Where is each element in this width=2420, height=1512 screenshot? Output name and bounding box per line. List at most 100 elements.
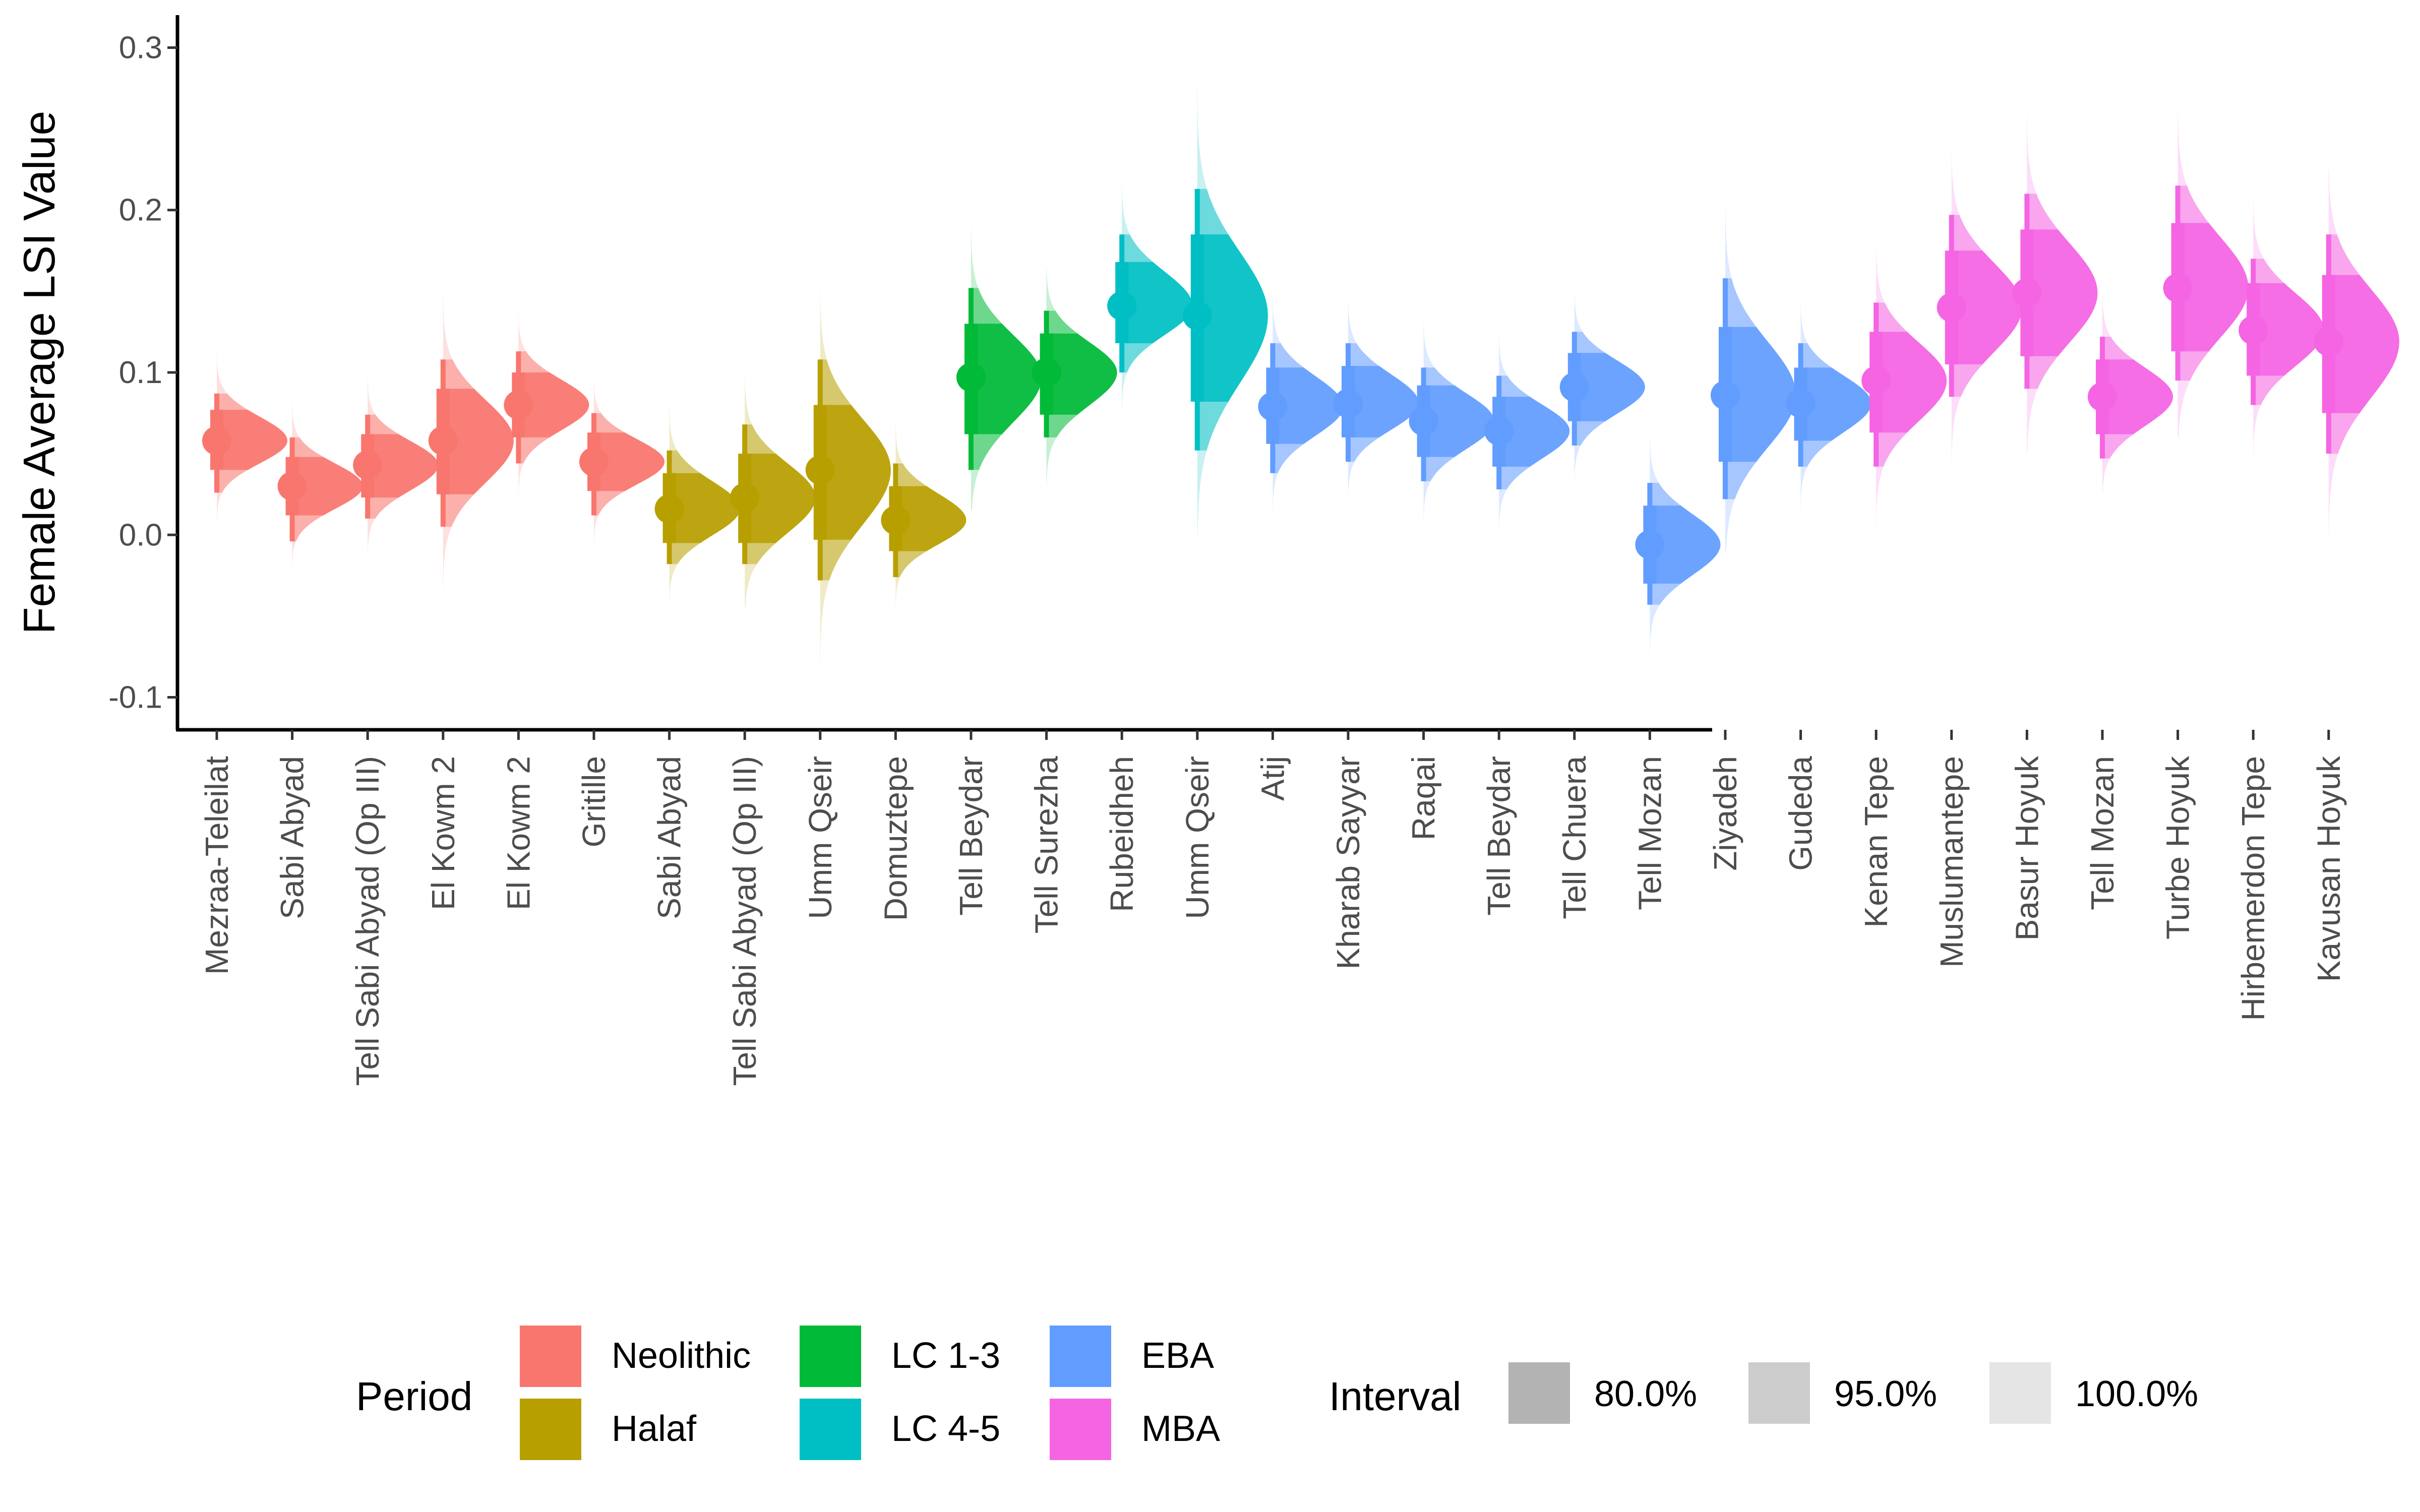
median-point [654, 494, 684, 524]
interval-80-density [820, 405, 891, 540]
median-point [1711, 381, 1740, 410]
site-eye-2 [353, 340, 439, 568]
y-tick-label: 0.2 [119, 193, 162, 228]
median-point [1409, 406, 1438, 436]
y-tick-label: 0.0 [119, 518, 162, 552]
eye-layer [202, 64, 2399, 681]
median-point [277, 471, 307, 501]
site-eye-1 [277, 389, 363, 576]
median-point [1937, 293, 1966, 323]
site-eye-13 [1182, 64, 1268, 535]
interval-80-density [2102, 359, 2173, 434]
interval-80-density [2027, 229, 2098, 356]
interval-80-density [1423, 385, 1494, 457]
site-eye-16 [1409, 324, 1494, 519]
site-eye-22 [1861, 250, 1947, 535]
median-point [428, 426, 458, 456]
interval-80-density [594, 432, 664, 491]
site-eye-6 [654, 397, 740, 600]
interval-80-density [292, 457, 363, 516]
legend-swatch-mba [1050, 1399, 1111, 1460]
legend-label: LC 1-3 [891, 1336, 1000, 1376]
interval-80-density [1650, 506, 1721, 584]
site-eye-4 [504, 299, 589, 519]
x-tick-label: Kenan Tepe [1858, 756, 1894, 927]
interval-80-density [518, 372, 589, 437]
site-eye-15 [1334, 299, 1419, 502]
x-tick-label: Tell Beydar [1481, 756, 1517, 916]
legend-interval-label: 95.0% [1834, 1374, 1937, 1414]
site-eye-26 [2163, 112, 2249, 437]
interval-80-density [368, 434, 439, 498]
median-point [1258, 392, 1288, 421]
x-tick-label: Sabi Abyad [274, 756, 311, 919]
x-tick-label: Tell Chuera [1556, 756, 1593, 919]
site-eye-27 [2238, 202, 2324, 462]
site-eye-12 [1107, 185, 1193, 413]
x-tick-label: Kharab Sayyar [1330, 756, 1366, 969]
site-eye-9 [881, 413, 966, 608]
x-tick-label: Turbe Hoyuk [2160, 755, 2196, 939]
site-eye-0 [202, 348, 287, 543]
legend-swatch-lc-4-5 [800, 1399, 861, 1460]
x-tick-label: Tell Mozan [2084, 756, 2121, 910]
site-eye-25 [2088, 291, 2173, 494]
interval-80-density [1725, 327, 1796, 462]
interval-80-density [217, 410, 287, 470]
axes: -0.1 0.0 0.1 0.2 0.3 Female Average LSI Value… [14, 15, 2347, 1086]
site-eye-28 [2314, 169, 2399, 535]
interval-80-density [1800, 367, 1871, 441]
x-tick-label: Tell Surezha [1028, 756, 1065, 934]
median-point [2012, 278, 2042, 308]
interval-80-density [1046, 333, 1117, 415]
x-tick-label: Basur Hoyuk [2009, 755, 2045, 940]
site-eye-14 [1258, 299, 1344, 511]
legend-period-title: Period [356, 1374, 472, 1419]
site-eye-5 [579, 364, 664, 551]
median-point [2088, 382, 2117, 412]
median-point [2314, 327, 2343, 356]
site-eye-19 [1635, 437, 1721, 665]
interval-80-density [443, 389, 514, 494]
legend-swatch-neolithic [520, 1326, 581, 1387]
x-tick-label: Umm Qseir [1179, 756, 1216, 919]
interval-80-density [1951, 250, 2022, 364]
legend-interval-label: 100.0% [2075, 1374, 2198, 1414]
y-tick-label: 0.1 [119, 355, 162, 390]
legend-label: Halaf [612, 1409, 697, 1449]
x-tick-label: Tell Mozan [1631, 756, 1668, 910]
interval-80-density [1574, 353, 1645, 421]
legend-interval-swatch [1748, 1362, 1810, 1424]
median-point [353, 450, 383, 480]
median-point [1107, 291, 1137, 321]
legend-label: Neolithic [612, 1336, 751, 1376]
site-eye-21 [1786, 299, 1871, 511]
interval-80-density [895, 486, 966, 551]
x-tick-label: Ziyadeh [1707, 756, 1743, 871]
x-tick-label: Mezraa-Teleilat [199, 756, 235, 975]
median-point [956, 362, 986, 392]
interval-80-density [1197, 234, 1268, 402]
x-tick-label: Domuztepe [877, 756, 914, 921]
x-tick-label: Gudeda [1783, 756, 1819, 871]
median-point [1635, 530, 1665, 559]
median-point [730, 483, 760, 513]
median-point [1484, 416, 1514, 446]
median-point [805, 455, 835, 485]
legend-swatch-halaf [520, 1399, 581, 1460]
legend-interval-swatch [1989, 1362, 2051, 1424]
interval-80-density [1273, 367, 1344, 444]
legend-label: LC 4-5 [891, 1409, 1000, 1449]
interval-80-density [971, 324, 1042, 434]
median-point [1786, 389, 1816, 418]
interval-80-density [1122, 262, 1193, 343]
site-eye-8 [805, 275, 891, 681]
legend-label: MBA [1141, 1409, 1220, 1449]
y-axis-title: Female Average LSI Value [14, 111, 64, 635]
legend-label: EBA [1141, 1336, 1214, 1376]
median-point [1182, 301, 1212, 331]
median-point [1861, 366, 1891, 396]
median-point [202, 426, 231, 456]
x-tick-label: Tell Sabi Abyad (Op III) [349, 756, 386, 1086]
